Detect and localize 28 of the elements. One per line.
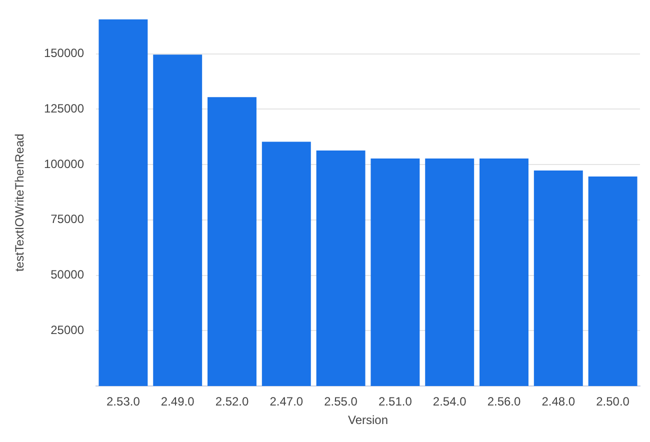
- x-tick-label: 2.50.0: [596, 394, 630, 409]
- bar: [153, 54, 202, 386]
- bar: [262, 142, 311, 386]
- bar: [588, 176, 638, 386]
- bar: [370, 158, 420, 386]
- y-tick-label: 75000: [50, 212, 84, 226]
- y-tick-label: 50000: [50, 268, 84, 282]
- y-axis-title: testTextIOWriteThenRead: [12, 134, 27, 272]
- bar: [98, 19, 148, 386]
- x-tick-label: 2.47.0: [270, 394, 304, 409]
- bar: [480, 158, 528, 386]
- x-tick-label: 2.48.0: [542, 394, 576, 409]
- bar: [534, 170, 583, 386]
- bar: [208, 97, 256, 386]
- y-tick-label: 150000: [44, 46, 84, 60]
- bar: [425, 158, 474, 386]
- x-tick-label: 2.49.0: [160, 394, 195, 409]
- y-tick-label: 100000: [44, 156, 84, 171]
- y-tick-label: 25000: [50, 322, 84, 337]
- x-tick-label: 2.51.0: [378, 394, 412, 409]
- bar: [316, 150, 366, 386]
- x-tick-label: 2.54.0: [432, 394, 467, 409]
- x-tick-label: 2.52.0: [215, 394, 249, 409]
- x-axis-title: Version: [348, 413, 388, 428]
- x-tick-label: 2.56.0: [487, 394, 521, 409]
- y-tick-label: 125000: [44, 101, 84, 116]
- x-tick-label: 2.53.0: [106, 394, 140, 409]
- x-tick-label: 2.55.0: [324, 394, 358, 409]
